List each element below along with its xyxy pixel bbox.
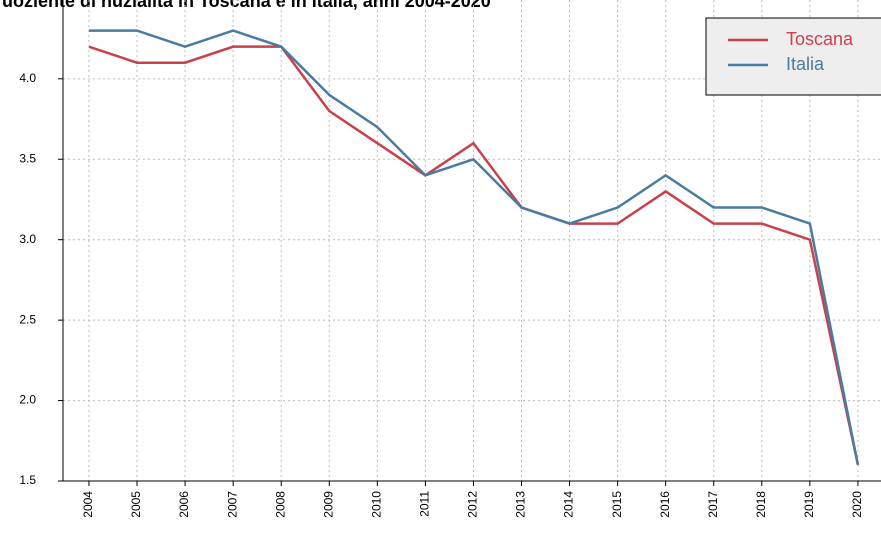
legend: Toscana Italia [705, 17, 881, 96]
x-tick-label: 2019 [802, 491, 816, 518]
x-tick-label: 2015 [610, 491, 624, 518]
x-tick-label: 2006 [177, 491, 191, 518]
x-tick-label: 2009 [321, 491, 335, 518]
legend-label: Toscana [786, 29, 854, 49]
x-tick-label: 2012 [466, 491, 480, 518]
y-tick-label: 2.5 [19, 312, 36, 326]
x-tick-label: 2013 [514, 491, 528, 518]
x-tick-label: 2020 [850, 491, 864, 518]
chart-title: uoziente di nuzialità in Toscana e in It… [2, 0, 491, 11]
y-tick-label: 3.0 [19, 232, 36, 246]
x-tick-label: 2010 [369, 491, 383, 518]
legend-label: Italia [786, 54, 825, 74]
x-tick-label: 2017 [706, 491, 720, 518]
y-tick-label: 2.0 [19, 393, 36, 407]
x-tick-label: 2007 [225, 491, 239, 518]
line-series [88, 29, 860, 466]
line-series [88, 45, 860, 466]
x-tick-label: 2008 [273, 491, 287, 518]
x-tick-label: 2005 [129, 491, 143, 518]
y-tick-label: 1.5 [19, 473, 36, 487]
legend-box [705, 17, 881, 96]
x-tick-label: 2004 [81, 491, 95, 518]
x-tick-label: 2011 [418, 491, 432, 517]
x-tick-label: 2016 [658, 491, 672, 518]
x-tick-label: 2018 [754, 491, 768, 518]
y-tick-label: 4.0 [19, 71, 36, 85]
y-tick-label: 3.5 [19, 151, 36, 165]
x-tick-label: 2014 [562, 491, 576, 518]
